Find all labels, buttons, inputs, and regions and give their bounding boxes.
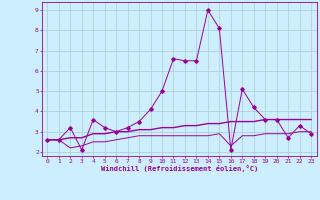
X-axis label: Windchill (Refroidissement éolien,°C): Windchill (Refroidissement éolien,°C)	[100, 165, 258, 172]
